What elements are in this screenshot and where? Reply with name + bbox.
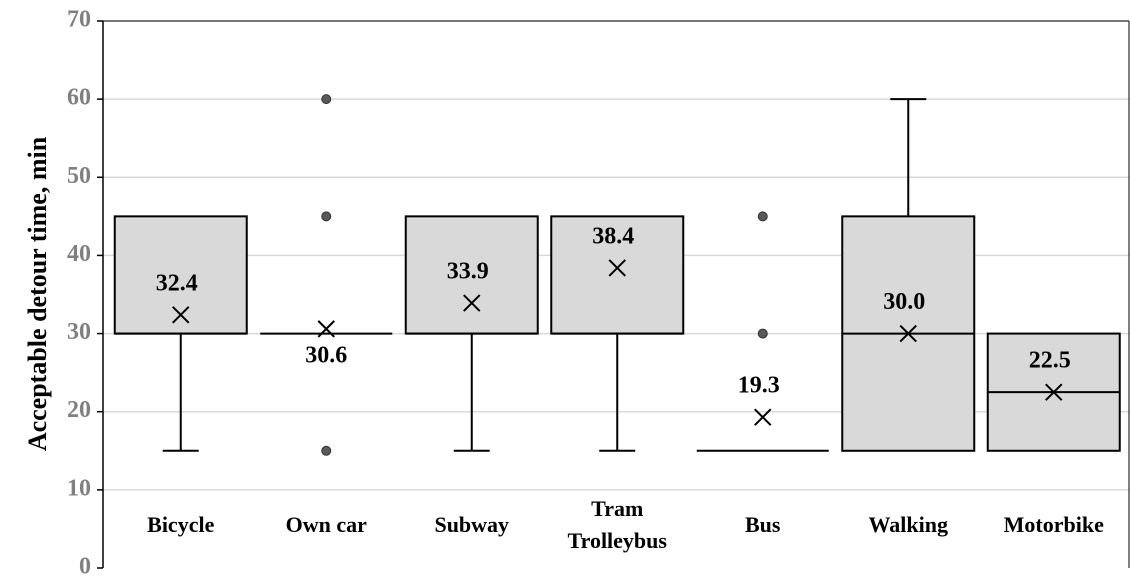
mean-marker (1045, 383, 1063, 401)
x-tick-label: Bus (745, 512, 781, 537)
mean-marker (463, 294, 481, 312)
x-tick-label: Subway (434, 512, 509, 537)
y-tick-label: 10 (67, 475, 91, 501)
y-tick-label: 30 (67, 319, 91, 345)
mean-marker (317, 320, 335, 338)
x-tick-label: Tram Trolleybus (568, 496, 668, 553)
outlier (321, 445, 332, 456)
x-tick-label: Own car (286, 512, 368, 537)
y-tick-label: 20 (67, 397, 91, 423)
outlier (757, 211, 768, 222)
outlier (757, 328, 768, 339)
x-tick-label: Bicycle (147, 512, 214, 537)
x-tick-label: Motorbike (1004, 512, 1104, 537)
mean-label: 32.4 (156, 270, 198, 296)
mean-label: 38.4 (592, 223, 634, 249)
outlier (321, 211, 332, 222)
outlier (321, 94, 332, 105)
mean-marker (172, 306, 190, 324)
x-tick-label: Walking (869, 512, 948, 537)
y-tick-label: 60 (67, 85, 91, 111)
mean-label: 33.9 (447, 259, 489, 285)
mean-label: 22.5 (1029, 348, 1071, 374)
mean-label: 30.6 (305, 342, 347, 368)
y-tick-label: 50 (67, 163, 91, 189)
mean-marker (608, 259, 626, 277)
mean-label: 19.3 (738, 373, 780, 399)
mean-marker (754, 408, 772, 426)
mean-label: 30.0 (883, 289, 925, 315)
y-tick-label: 0 (79, 554, 91, 580)
y-tick-label: 40 (67, 241, 91, 267)
y-tick-label: 70 (67, 7, 91, 33)
y-axis-label: Acceptable detour time, min (23, 136, 52, 451)
mean-marker (899, 324, 917, 343)
